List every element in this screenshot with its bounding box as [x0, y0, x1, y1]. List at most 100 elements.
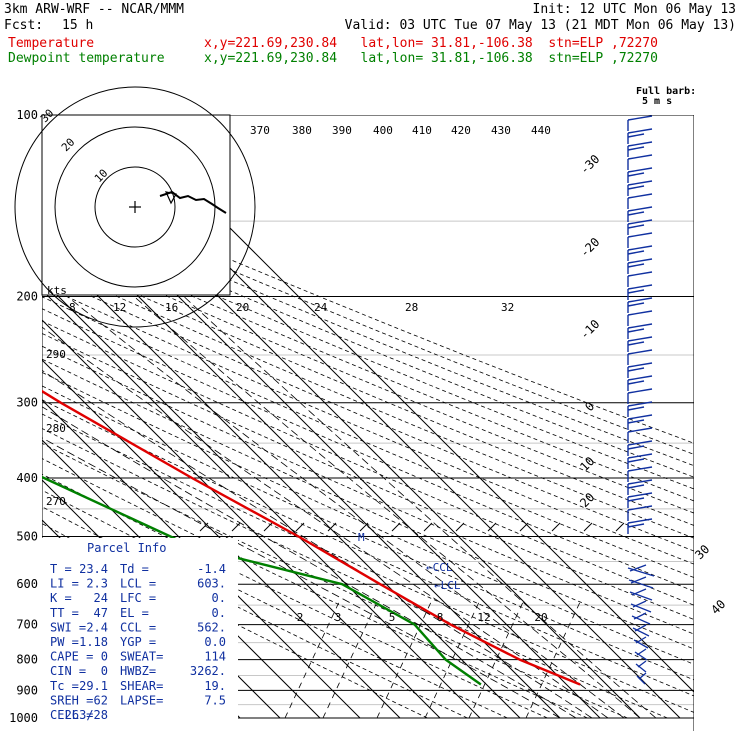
theta-label: 390: [332, 124, 352, 137]
moist-adiabat: [42, 326, 609, 719]
model-title: 3km ARW-WRF -- NCAR/MMM: [4, 2, 185, 17]
wind-barb-flag: [627, 115, 653, 121]
theta-side-label: 270: [46, 495, 66, 508]
dry-adiabat: [42, 358, 694, 650]
parcel-key: TT =: [50, 606, 79, 620]
isotherm-line: [42, 319, 441, 719]
hodograph-unit-label: kts: [47, 284, 67, 297]
wind-barb-lower: [636, 675, 646, 685]
hodograph-panel: [41, 114, 231, 296]
wind-barb-flag: [627, 302, 645, 307]
wind-barb-flag: [627, 362, 653, 368]
wind-barb-flag: [627, 250, 645, 255]
wind-barb-flag: [627, 380, 645, 385]
hodograph-speed-tick: 24: [314, 301, 328, 314]
wind-barb-flag: [627, 146, 645, 151]
parcel-value: 62: [94, 693, 108, 707]
forecast-hour: 15 h: [62, 18, 94, 33]
parcel-value: 19.: [204, 679, 226, 693]
dewpoint-legend-info: x,y=221.69,230.84 lat,lon= 31.81,-106.38…: [204, 51, 658, 66]
parcel-key: EL =: [120, 606, 149, 620]
wind-barb-flag: [627, 453, 653, 459]
wind-barb-flag: [627, 341, 645, 346]
wind-barb-flag: [627, 484, 645, 489]
hodograph-speed-tick: 20: [236, 301, 249, 314]
hodograph-speed-tick: 16: [165, 301, 178, 314]
dry-adiabat: [42, 333, 694, 620]
wind-barb-lower: [633, 639, 649, 649]
surface-tick: [423, 522, 433, 532]
wind-barb-lower: [630, 576, 647, 584]
wind-barb-flag: [627, 271, 653, 277]
parcel-value: 29.1: [79, 679, 108, 693]
theta-label: 430: [491, 124, 511, 137]
isotherm-line: [42, 279, 481, 719]
hodograph-speed-tick: 12: [113, 301, 126, 314]
forecast-label: Fcst:: [4, 18, 44, 33]
hodograph-guide: [42, 289, 231, 479]
hodograph-speed-tick: 8: [69, 301, 76, 314]
dry-adiabat: [42, 308, 694, 592]
mixing-ratio-label: 8: [437, 611, 444, 624]
wind-barb-lower: [629, 564, 647, 572]
parcel-value: 2.3: [86, 577, 108, 591]
surface-tick: [263, 522, 273, 532]
parcel-key: CCL =: [120, 620, 156, 634]
wind-barb-flag: [627, 258, 653, 264]
parcel-key: T =: [50, 562, 72, 576]
dry-adiabat: [42, 506, 468, 719]
wind-barb-flag: [627, 523, 645, 528]
parcel-key: PW =: [50, 635, 79, 649]
parcel-info-panel: [42, 538, 238, 732]
parcel-value: 263/28: [65, 708, 108, 722]
parcel-value: 603.: [197, 577, 226, 591]
dewpoint-legend-label: Dewpoint temperature: [8, 51, 165, 66]
parcel-value: 0: [101, 650, 108, 664]
pressure-label: 1000: [9, 711, 38, 725]
wind-barb-flag: [627, 180, 653, 186]
wind-barb-flag: [627, 497, 645, 502]
wind-barb-lower: [632, 600, 647, 608]
theta-side-label: 290: [46, 348, 66, 361]
parcel-key: SWI =: [50, 620, 86, 634]
parcel-key: CIN =: [50, 664, 86, 678]
parcel-key: LCL =: [120, 577, 156, 591]
wind-barb-flag: [627, 445, 645, 450]
parcel-value: 47: [94, 606, 108, 620]
isotherm-label: 0: [582, 399, 597, 414]
wind-barb-flag: [627, 440, 653, 446]
surface-tick: [231, 522, 241, 532]
wind-barb-flag: [627, 466, 653, 472]
parcel-value: 2.4: [86, 620, 108, 634]
parcel-key: SWEAT=: [120, 650, 163, 664]
parcel-value: -1.4: [197, 562, 226, 576]
hodograph-speed-tick: 32: [501, 301, 514, 314]
parcel-value: 23.4: [79, 562, 108, 576]
wind-barb-lower: [638, 672, 647, 680]
parcel-value: 114: [204, 650, 226, 664]
parcel-key: LFC =: [120, 591, 156, 605]
parcel-info-table: Parcel Info T = 23.4 Td = -1.4 LI = 2.3 LCL = 60…: [50, 541, 226, 722]
wind-barb-flag: [627, 297, 653, 303]
surface-tick: [391, 522, 401, 532]
mixing-ratio-line: [284, 599, 341, 719]
hodograph-speed-tick: 28: [405, 301, 418, 314]
wind-barb-lower: [636, 648, 647, 656]
wind-barb-flag: [627, 211, 645, 216]
temperature-legend-info: x,y=221.69,230.84 lat,lon= 31.81,-106.38…: [204, 36, 658, 51]
moist-adiabat: [42, 369, 593, 719]
wind-barb-flag: [627, 388, 653, 394]
wind-barb-flag: [627, 232, 653, 238]
pressure-label: 200: [16, 290, 38, 304]
theta-label: 370: [250, 124, 270, 137]
pressure-label: 800: [16, 653, 38, 667]
wind-barb-flag: [627, 323, 653, 329]
wind-barb-flag: [627, 401, 653, 407]
parcel-info-title: Parcel Info: [87, 541, 166, 555]
wind-barb-flag: [627, 492, 653, 498]
wind-barb-lower: [635, 663, 647, 673]
parcel-key: HWBZ=: [120, 664, 156, 678]
pressure-label: 900: [16, 683, 38, 697]
wind-barb-flag: [627, 414, 653, 420]
dewpoint-curve: [42, 475, 482, 686]
